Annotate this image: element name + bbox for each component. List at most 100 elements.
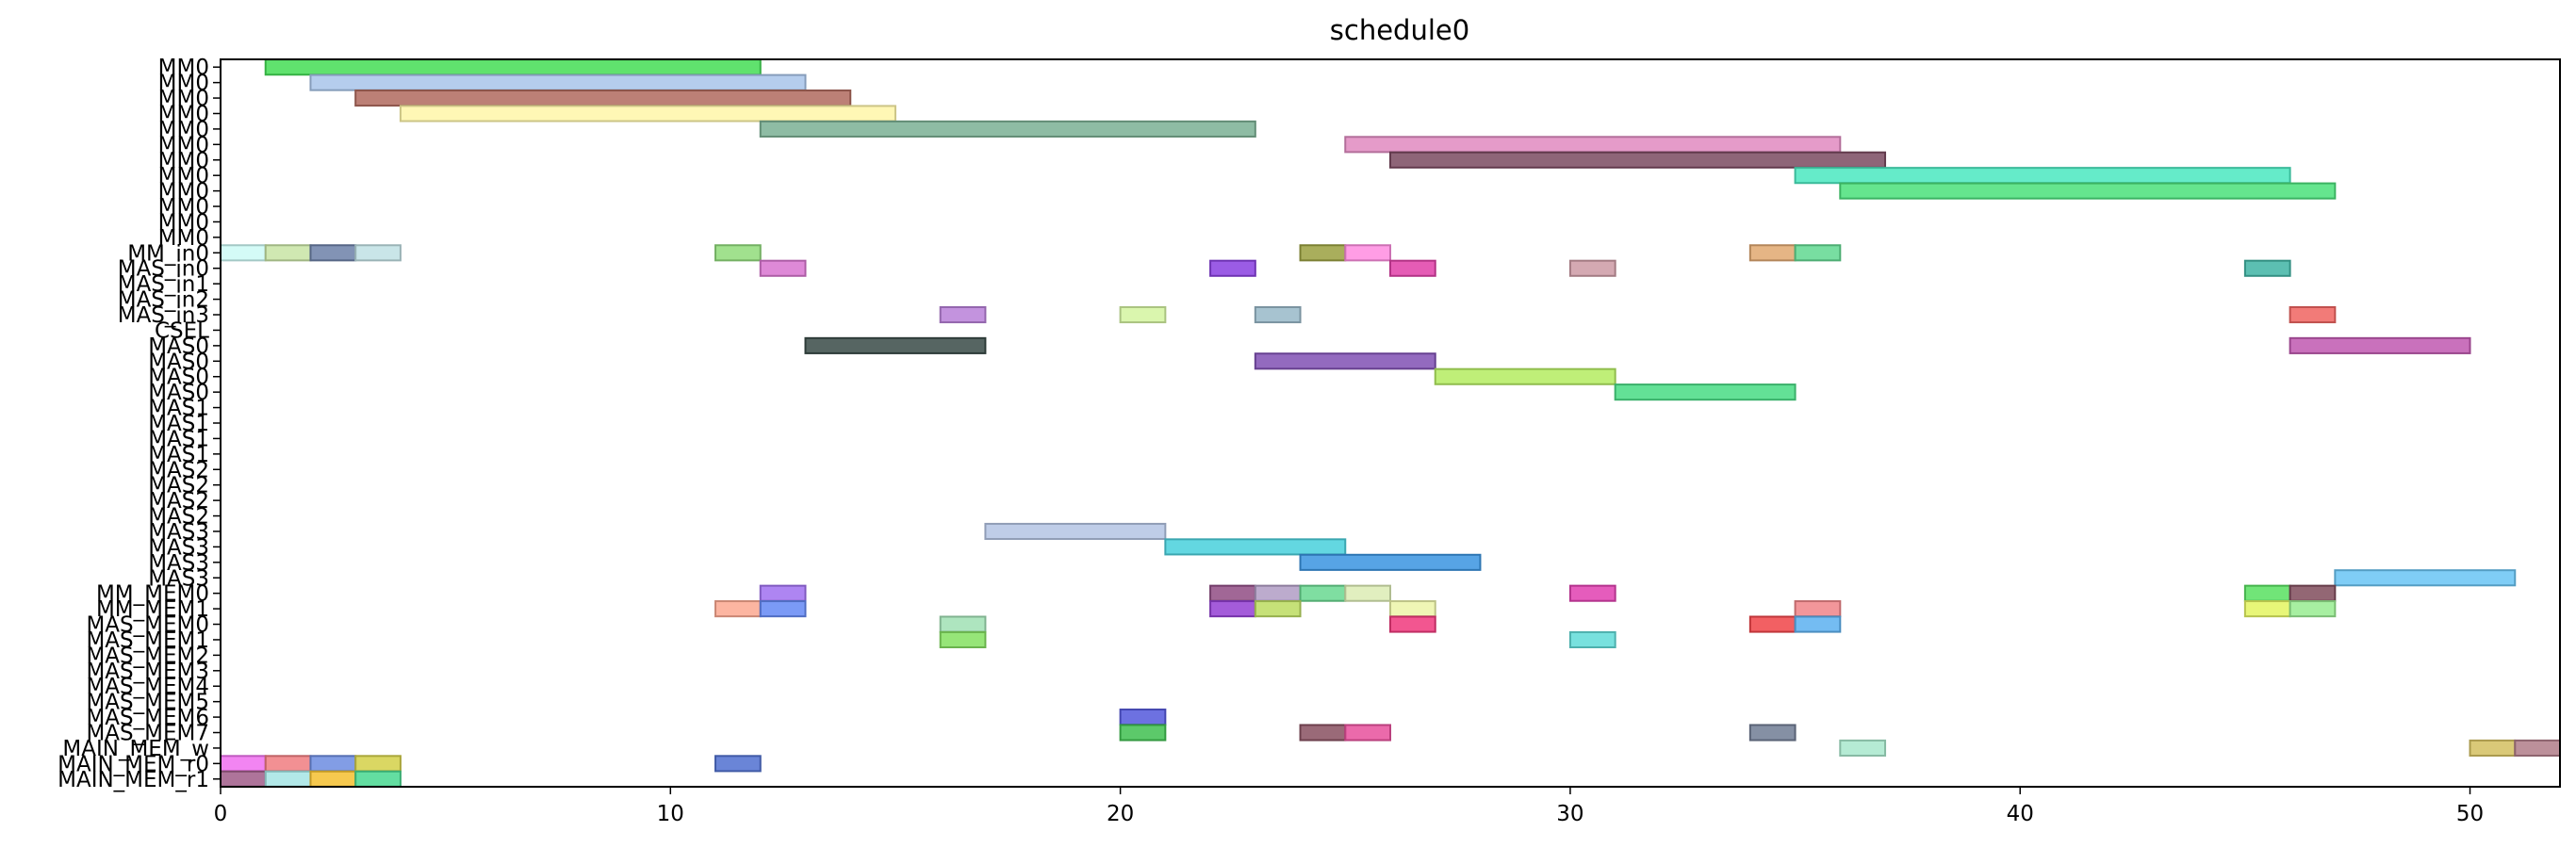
task-bar — [1344, 584, 1392, 602]
task-bar — [309, 244, 357, 262]
task-bar — [264, 755, 312, 773]
task-bar — [1614, 383, 1797, 401]
y-tick-label: MAS0 — [148, 334, 209, 359]
task-bar — [2289, 305, 2337, 324]
task-bar — [264, 244, 312, 262]
y-tick-label: MAS3 — [148, 566, 209, 591]
task-bar — [2289, 584, 2337, 602]
task-bar — [1568, 259, 1616, 277]
task-bar — [399, 105, 896, 122]
x-tick-label: 30 — [1556, 802, 1583, 826]
task-bar — [354, 90, 852, 107]
y-tick-label: MAS0 — [148, 381, 209, 405]
task-bar — [714, 244, 762, 262]
x-tick-label: 50 — [2456, 802, 2484, 826]
y-tick-label: MAS3 — [148, 520, 209, 545]
y-tick-label: MM0 — [158, 195, 209, 220]
task-bar — [354, 770, 402, 788]
task-bar — [939, 305, 987, 324]
y-tick-label: MAS2 — [148, 474, 209, 498]
task-bar — [220, 244, 267, 262]
task-bar — [2514, 739, 2562, 757]
y-tick-label: MM_MEM0 — [96, 582, 209, 607]
task-bar — [309, 770, 357, 788]
task-bar — [1164, 538, 1347, 556]
task-bar — [1568, 584, 1616, 602]
task-bar — [1389, 259, 1436, 277]
y-tick-label: MAIN_MEM_w — [62, 737, 209, 761]
y-tick-label: MM0 — [158, 226, 209, 251]
task-bar — [1209, 600, 1256, 618]
task-bar — [939, 615, 987, 633]
task-bar — [1299, 584, 1347, 602]
task-bar — [309, 755, 357, 773]
y-tick-label: MAS1 — [148, 427, 209, 451]
task-bar — [1254, 600, 1302, 618]
task-bar — [1794, 244, 1842, 262]
y-tick-label: MM0 — [158, 164, 209, 188]
task-bar — [714, 755, 762, 773]
task-bar — [1568, 630, 1616, 649]
task-bar — [1254, 305, 1302, 324]
y-tick-label: MAS_MEM5 — [86, 691, 209, 715]
task-bar — [804, 336, 987, 354]
task-bar — [1299, 553, 1482, 571]
task-bar — [2334, 569, 2517, 587]
task-bar — [759, 120, 1256, 138]
task-bar — [1794, 615, 1842, 633]
task-bar — [1794, 600, 1842, 618]
y-tick-label: CSEL — [155, 318, 209, 343]
y-tick-label: MM0 — [158, 210, 209, 235]
task-bar — [354, 755, 402, 773]
task-bars — [220, 58, 2562, 788]
y-tick-label: MAS_in2 — [118, 288, 209, 313]
task-bar — [1389, 615, 1436, 633]
y-tick-label: MAS0 — [148, 350, 209, 374]
task-bar — [1389, 151, 1887, 169]
y-tick-label: MM_MEM1 — [96, 597, 209, 622]
y-tick-label: MAS_in0 — [118, 257, 209, 282]
chart-title: schedule0 — [1330, 14, 1469, 46]
task-bar — [1254, 352, 1436, 370]
x-tick-label: 40 — [2007, 802, 2034, 826]
task-bar — [714, 600, 762, 618]
task-bar — [1119, 709, 1167, 726]
x-tick-label: 0 — [214, 802, 228, 826]
y-tick-label: MAS2 — [148, 505, 209, 530]
y-tick-label: MAS2 — [148, 458, 209, 482]
y-tick-label: MM_in0 — [127, 241, 209, 266]
x-axis: 0 10 20 30 40 50 — [214, 787, 2484, 826]
y-tick-label: MAS_MEM2 — [86, 644, 209, 668]
y-tick-label: MAS_MEM4 — [86, 675, 209, 699]
y-tick-label: MM0 — [158, 149, 209, 173]
task-bar — [759, 259, 807, 277]
task-bar — [1748, 244, 1797, 262]
y-tick-label: MM0 — [158, 87, 209, 111]
x-tick-label: 20 — [1107, 802, 1134, 826]
y-tick-label: MAIN_MEM_r1 — [57, 768, 209, 792]
y-tick-label: MAS_MEM1 — [86, 628, 209, 653]
y-tick-label: MM0 — [158, 56, 209, 80]
task-bar — [354, 244, 402, 262]
task-bar — [1209, 584, 1256, 602]
y-tick-label: MM0 — [158, 180, 209, 204]
task-bar — [220, 755, 267, 773]
y-tick-label: MAS_in1 — [118, 272, 209, 297]
task-bar — [1389, 600, 1436, 618]
y-tick-label: MAS0 — [148, 366, 209, 390]
y-tick-label: MAS_in3 — [118, 303, 209, 328]
task-bar — [939, 630, 987, 649]
y-tick-label: MAS_MEM0 — [86, 613, 209, 638]
y-axis: MM0MM0MM0MM0MM0MM0MM0MM0MM0MM0MM0MM0MM_i… — [57, 56, 221, 792]
task-bar — [2243, 259, 2291, 277]
y-tick-label: MAS3 — [148, 535, 209, 560]
y-tick-label: MAS1 — [148, 443, 209, 467]
task-bar — [1344, 724, 1392, 742]
task-bar — [2469, 739, 2517, 757]
task-bar — [1119, 724, 1167, 742]
task-bar — [1299, 244, 1347, 262]
y-tick-label: MM0 — [158, 102, 209, 126]
task-bar — [220, 770, 267, 788]
task-bar — [2289, 336, 2471, 354]
